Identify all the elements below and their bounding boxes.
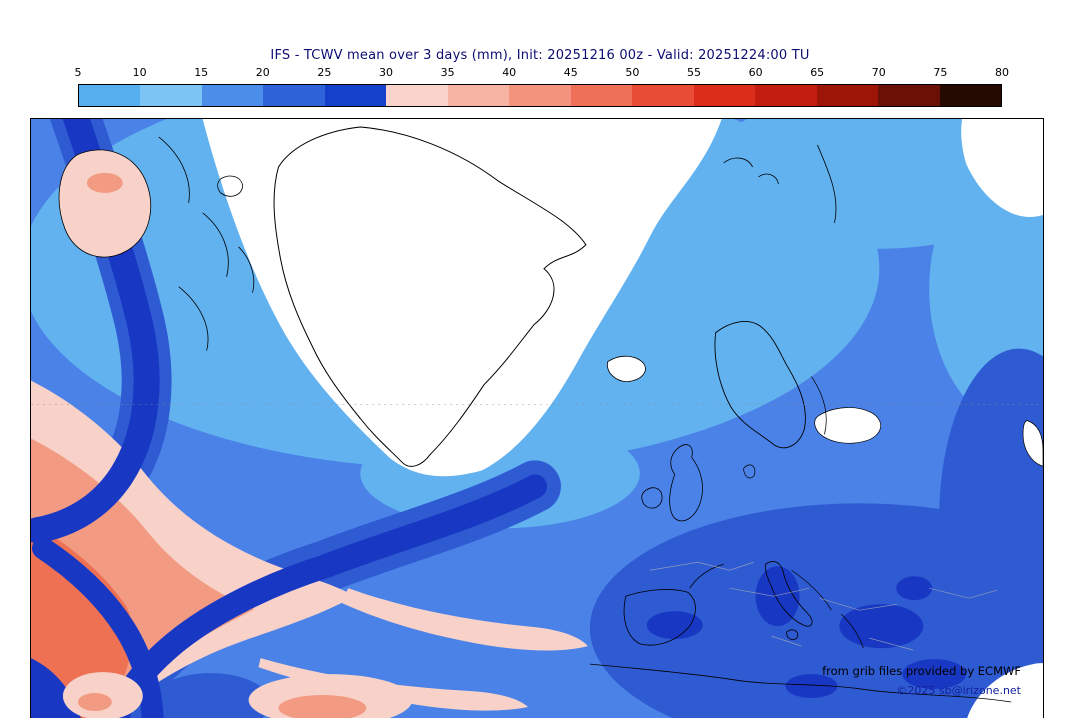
canada-arctic-coastlines [158, 136, 255, 351]
region-royal-bottom-left [150, 673, 271, 718]
region-salmon-top-left-core [86, 172, 123, 193]
colorbar-tick-label: 75 [933, 66, 948, 79]
colorbar-segment [324, 85, 387, 106]
colorbar-tick-label: 15 [194, 66, 209, 79]
map-canvas: from grib files provided by ECMWF ©2025 … [30, 118, 1044, 718]
colorbar-tick-label: 20 [255, 66, 270, 79]
attribution-source: from grib files provided by ECMWF [822, 664, 1021, 678]
colorbar-tick-label: 35 [440, 66, 455, 79]
colorbar-segment [570, 85, 633, 106]
colorbar-segment [878, 85, 940, 106]
colorbar-segment [386, 85, 448, 106]
colorbar-segment [79, 85, 141, 106]
colorbar-segment [509, 85, 571, 106]
adriatic-greece-coastline [791, 569, 864, 649]
page-title: IFS - TCWV mean over 3 days (mm), Init: … [270, 48, 810, 63]
scandinavia-coastline [714, 321, 806, 449]
colorbar-segment [755, 85, 817, 106]
colorbar-ticks: 5 10 15 20 25 30 35 40 45 50 55 60 65 70 75 80 [74, 66, 1010, 80]
colorbar-tick-label: 30 [378, 66, 393, 79]
colorbar-segments [78, 84, 1002, 107]
colorbar-tick-label: 65 [810, 66, 825, 79]
svalbard-novaya-coastlines [723, 144, 837, 223]
region-navy-finger [31, 537, 164, 718]
colorbar-tick-label: 55 [686, 66, 701, 79]
region-navy-black-sea-area [896, 576, 933, 601]
colorbar-tick-label: 50 [625, 66, 640, 79]
colorbar-segment [632, 85, 694, 106]
colorbar-segment [939, 85, 1002, 106]
region-pink-top-left-blob [58, 149, 152, 258]
colorbar-segment [447, 85, 510, 106]
region-navy-iberia [646, 611, 703, 640]
colorbar-segment [140, 85, 202, 106]
region-navy-central-med [785, 674, 838, 699]
denmark-baltic-coastline [743, 376, 827, 479]
region-navy-alps [755, 566, 800, 627]
colorbar-tick-label: 45 [563, 66, 578, 79]
region-navy-balkans [839, 604, 924, 649]
region-royal-east [939, 348, 1043, 688]
colorbar-tick-label: 5 [74, 66, 82, 79]
british-isles-coastline [641, 444, 703, 522]
caspian-outline [1022, 420, 1043, 467]
colorbar-tick-label: 80 [995, 66, 1009, 79]
region-pink-wisp-upper [340, 588, 588, 651]
country-borders [649, 561, 998, 651]
colorbar-segment [816, 85, 879, 106]
greenland-coastline [273, 126, 587, 467]
region-salmon-corner-core [77, 693, 112, 712]
colorbar-segment [693, 85, 756, 106]
region-white-top-right [961, 119, 1043, 217]
region-white-bottom-right [967, 663, 1043, 718]
black-sea-outline [814, 407, 881, 444]
attribution-copyright: ©2025 sb@irizone.net [896, 683, 1021, 697]
colorbar-tick-label: 60 [748, 66, 763, 79]
colorbar-segment [263, 85, 325, 106]
colorbar-segment [201, 85, 264, 106]
colorbar-tick-label: 40 [502, 66, 517, 79]
region-salmon-bottom-core [278, 695, 367, 718]
colorbar-tick-label: 70 [871, 66, 886, 79]
attribution: from grib files provided by ECMWF ©2025 … [822, 664, 1021, 697]
colorbar-tick-label: 25 [317, 66, 332, 79]
italy-coastline [764, 561, 813, 640]
iceland-coastline [606, 355, 646, 382]
iberia-coastline [623, 563, 724, 646]
region-white-greenland-arctic [202, 119, 722, 477]
tcwv-map-svg [31, 119, 1043, 718]
region-navy-east-med [902, 659, 967, 690]
north-africa-coastline [589, 663, 1012, 703]
colorbar-tick-label: 10 [132, 66, 147, 79]
